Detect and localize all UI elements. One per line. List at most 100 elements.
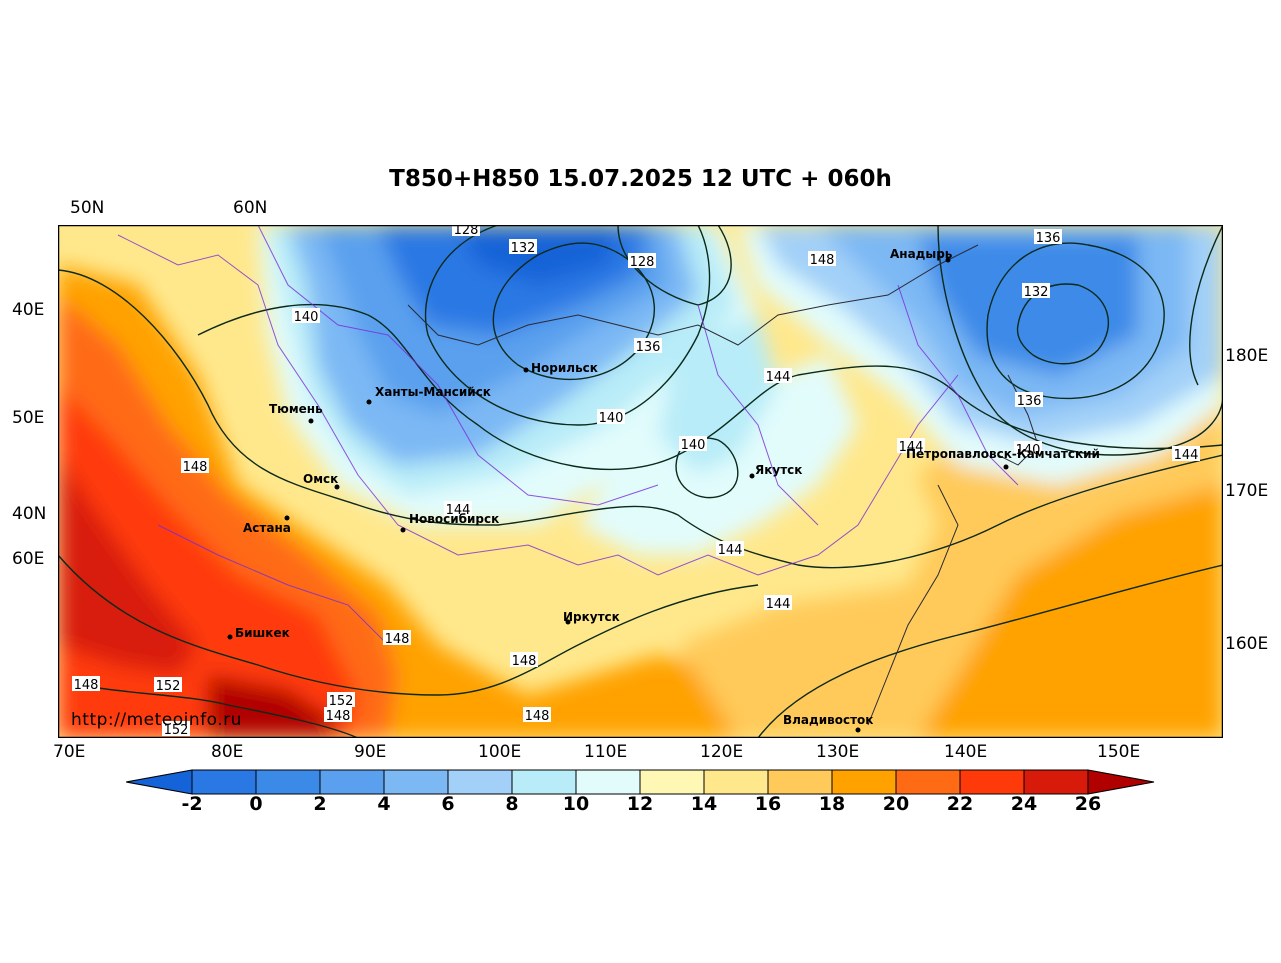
bottom-axis-label: 90E <box>354 742 387 762</box>
colorbar-tick-label: 12 <box>626 793 654 815</box>
left-axis-label: 40E <box>12 300 45 320</box>
city-label: Норильск <box>531 361 598 375</box>
colorbar-tick-label: 4 <box>377 793 391 815</box>
colorbar-tick-label: 2 <box>313 793 327 815</box>
contour-148 <box>58 554 759 696</box>
colorbar-tick-label: 14 <box>690 793 718 815</box>
left-axis-label: 60E <box>12 549 45 569</box>
city-petropavlovsk: Петропавловск-Камчатский <box>906 447 1100 470</box>
contour-label: 136 <box>1036 231 1061 246</box>
colorbar-tick-label: -2 <box>181 793 203 815</box>
temperature-map: 128 132 128 148 136 132 140 136 144 140 … <box>58 225 1223 738</box>
city-label: Омск <box>303 472 338 486</box>
colorbar-svg <box>125 769 1155 795</box>
city-bishkek: Бишкек <box>227 626 290 640</box>
contour-label: 132 <box>511 241 536 256</box>
contour-label: 136 <box>636 340 661 355</box>
colorbar-tick-label: 0 <box>249 793 263 815</box>
city-label: Якутск <box>755 463 802 477</box>
contour-144 <box>58 269 1223 569</box>
contour-label: 148 <box>525 709 550 724</box>
city-yakutsk: Якутск <box>749 463 802 479</box>
colorbar-segment <box>959 769 1025 795</box>
contour-label: 140 <box>1016 443 1041 458</box>
top-axis-label: 50N <box>70 198 105 218</box>
temp-zone-26 <box>58 455 198 675</box>
bottom-axis-label: 110E <box>584 742 628 762</box>
contour-label: 128 <box>454 225 479 238</box>
left-axis-label: 40N <box>12 504 47 524</box>
city-label: Петропавловск-Камчатский <box>906 447 1100 461</box>
colorbar-segment <box>895 769 961 795</box>
colorbar-segment <box>511 769 577 795</box>
colorbar-tick-label: 26 <box>1074 793 1102 815</box>
bottom-axis-label: 150E <box>1097 742 1141 762</box>
contour-label: 148 <box>810 253 835 268</box>
region-borders <box>117 225 1019 646</box>
geopotential-contours <box>58 225 1223 738</box>
bottom-axis-label: 80E <box>211 742 244 762</box>
city-markers: Норильск Ханты-Мансийск Тюмень Омск Аста… <box>227 247 1100 733</box>
city-label: Владивосток <box>783 713 873 727</box>
colorbar-segment <box>767 769 833 795</box>
temp-zone-20-east <box>908 455 1223 738</box>
contour-label: 152 <box>329 694 354 709</box>
right-axis-label: 180E <box>1225 346 1269 366</box>
contour-label: 140 <box>599 411 624 426</box>
contour-136-east <box>986 242 1165 400</box>
bottom-axis-label: 70E <box>53 742 86 762</box>
contour-144-ne <box>1189 225 1223 386</box>
contour-label: 140 <box>294 310 319 325</box>
chart-title: T850+H850 15.07.2025 12 UTC + 060h <box>389 166 892 192</box>
colorbar-extend-low <box>125 769 193 795</box>
city-omsk: Омск <box>303 472 340 490</box>
contour-140-east <box>937 225 1223 456</box>
contour-label: 148 <box>74 678 99 693</box>
colorbar-segment <box>639 769 705 795</box>
contour-128 <box>617 225 732 306</box>
colorbar-tick-label: 18 <box>818 793 846 815</box>
contour-152 <box>77 684 359 738</box>
top-axis-label: 60N <box>233 198 268 218</box>
map-frame <box>58 225 1223 738</box>
city-irkutsk: Иркутск <box>563 610 620 625</box>
colorbar-tick-label: 22 <box>946 793 974 815</box>
city-label: Анадырь <box>890 247 953 261</box>
bottom-axis-label: 140E <box>944 742 988 762</box>
contour-label: 144 <box>1174 448 1199 463</box>
city-norilsk: Норильск <box>523 361 598 375</box>
colorbar <box>125 768 1156 818</box>
colorbar-tick-label: 20 <box>882 793 910 815</box>
contour-label: 144 <box>899 440 924 455</box>
colorbar-segment <box>1023 769 1089 795</box>
contour-label: 144 <box>766 597 791 612</box>
city-label: Иркутск <box>563 610 620 624</box>
contour-label: 132 <box>1024 285 1049 300</box>
city-astana: Астана <box>243 515 291 535</box>
right-axis-label: 170E <box>1225 481 1269 501</box>
colorbar-extend-high <box>1087 769 1155 795</box>
contour-label: 148 <box>183 460 208 475</box>
contour-label: 152 <box>164 723 189 738</box>
city-label: Ханты-Мансийск <box>375 385 491 399</box>
contour-label: 144 <box>446 503 471 518</box>
contour-label: 148 <box>512 654 537 669</box>
contour-label: 144 <box>718 543 743 558</box>
city-anadyr: Анадырь <box>890 247 953 263</box>
city-label: Астана <box>243 521 291 535</box>
bottom-axis-label: 130E <box>816 742 860 762</box>
colorbar-segment <box>191 769 257 795</box>
contour-136-west <box>424 225 711 426</box>
contour-label: 144 <box>766 370 791 385</box>
left-axis-label: 50E <box>12 408 45 428</box>
city-tyumen: Тюмень <box>269 402 323 424</box>
contour-label: 128 <box>630 255 655 270</box>
contour-148-east <box>757 564 1223 738</box>
contour-label: 148 <box>385 632 410 647</box>
credit-text: http://meteoinfo.ru <box>71 710 242 730</box>
city-khanty-mansiysk: Ханты-Мансийск <box>366 385 491 405</box>
city-label: Тюмень <box>269 402 323 416</box>
colorbar-tick-label: 10 <box>562 793 590 815</box>
contour-labels: 128 132 128 148 136 132 140 136 144 140 … <box>72 225 1200 738</box>
temp-zone-2-ne <box>918 235 1138 375</box>
